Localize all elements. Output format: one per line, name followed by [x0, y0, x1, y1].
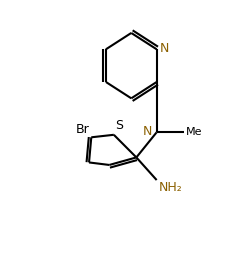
Text: N: N	[143, 124, 152, 137]
Text: Br: Br	[75, 123, 89, 136]
Text: N: N	[160, 42, 169, 54]
Text: Me: Me	[186, 127, 202, 137]
Text: S: S	[115, 119, 123, 132]
Text: NH₂: NH₂	[159, 181, 183, 194]
